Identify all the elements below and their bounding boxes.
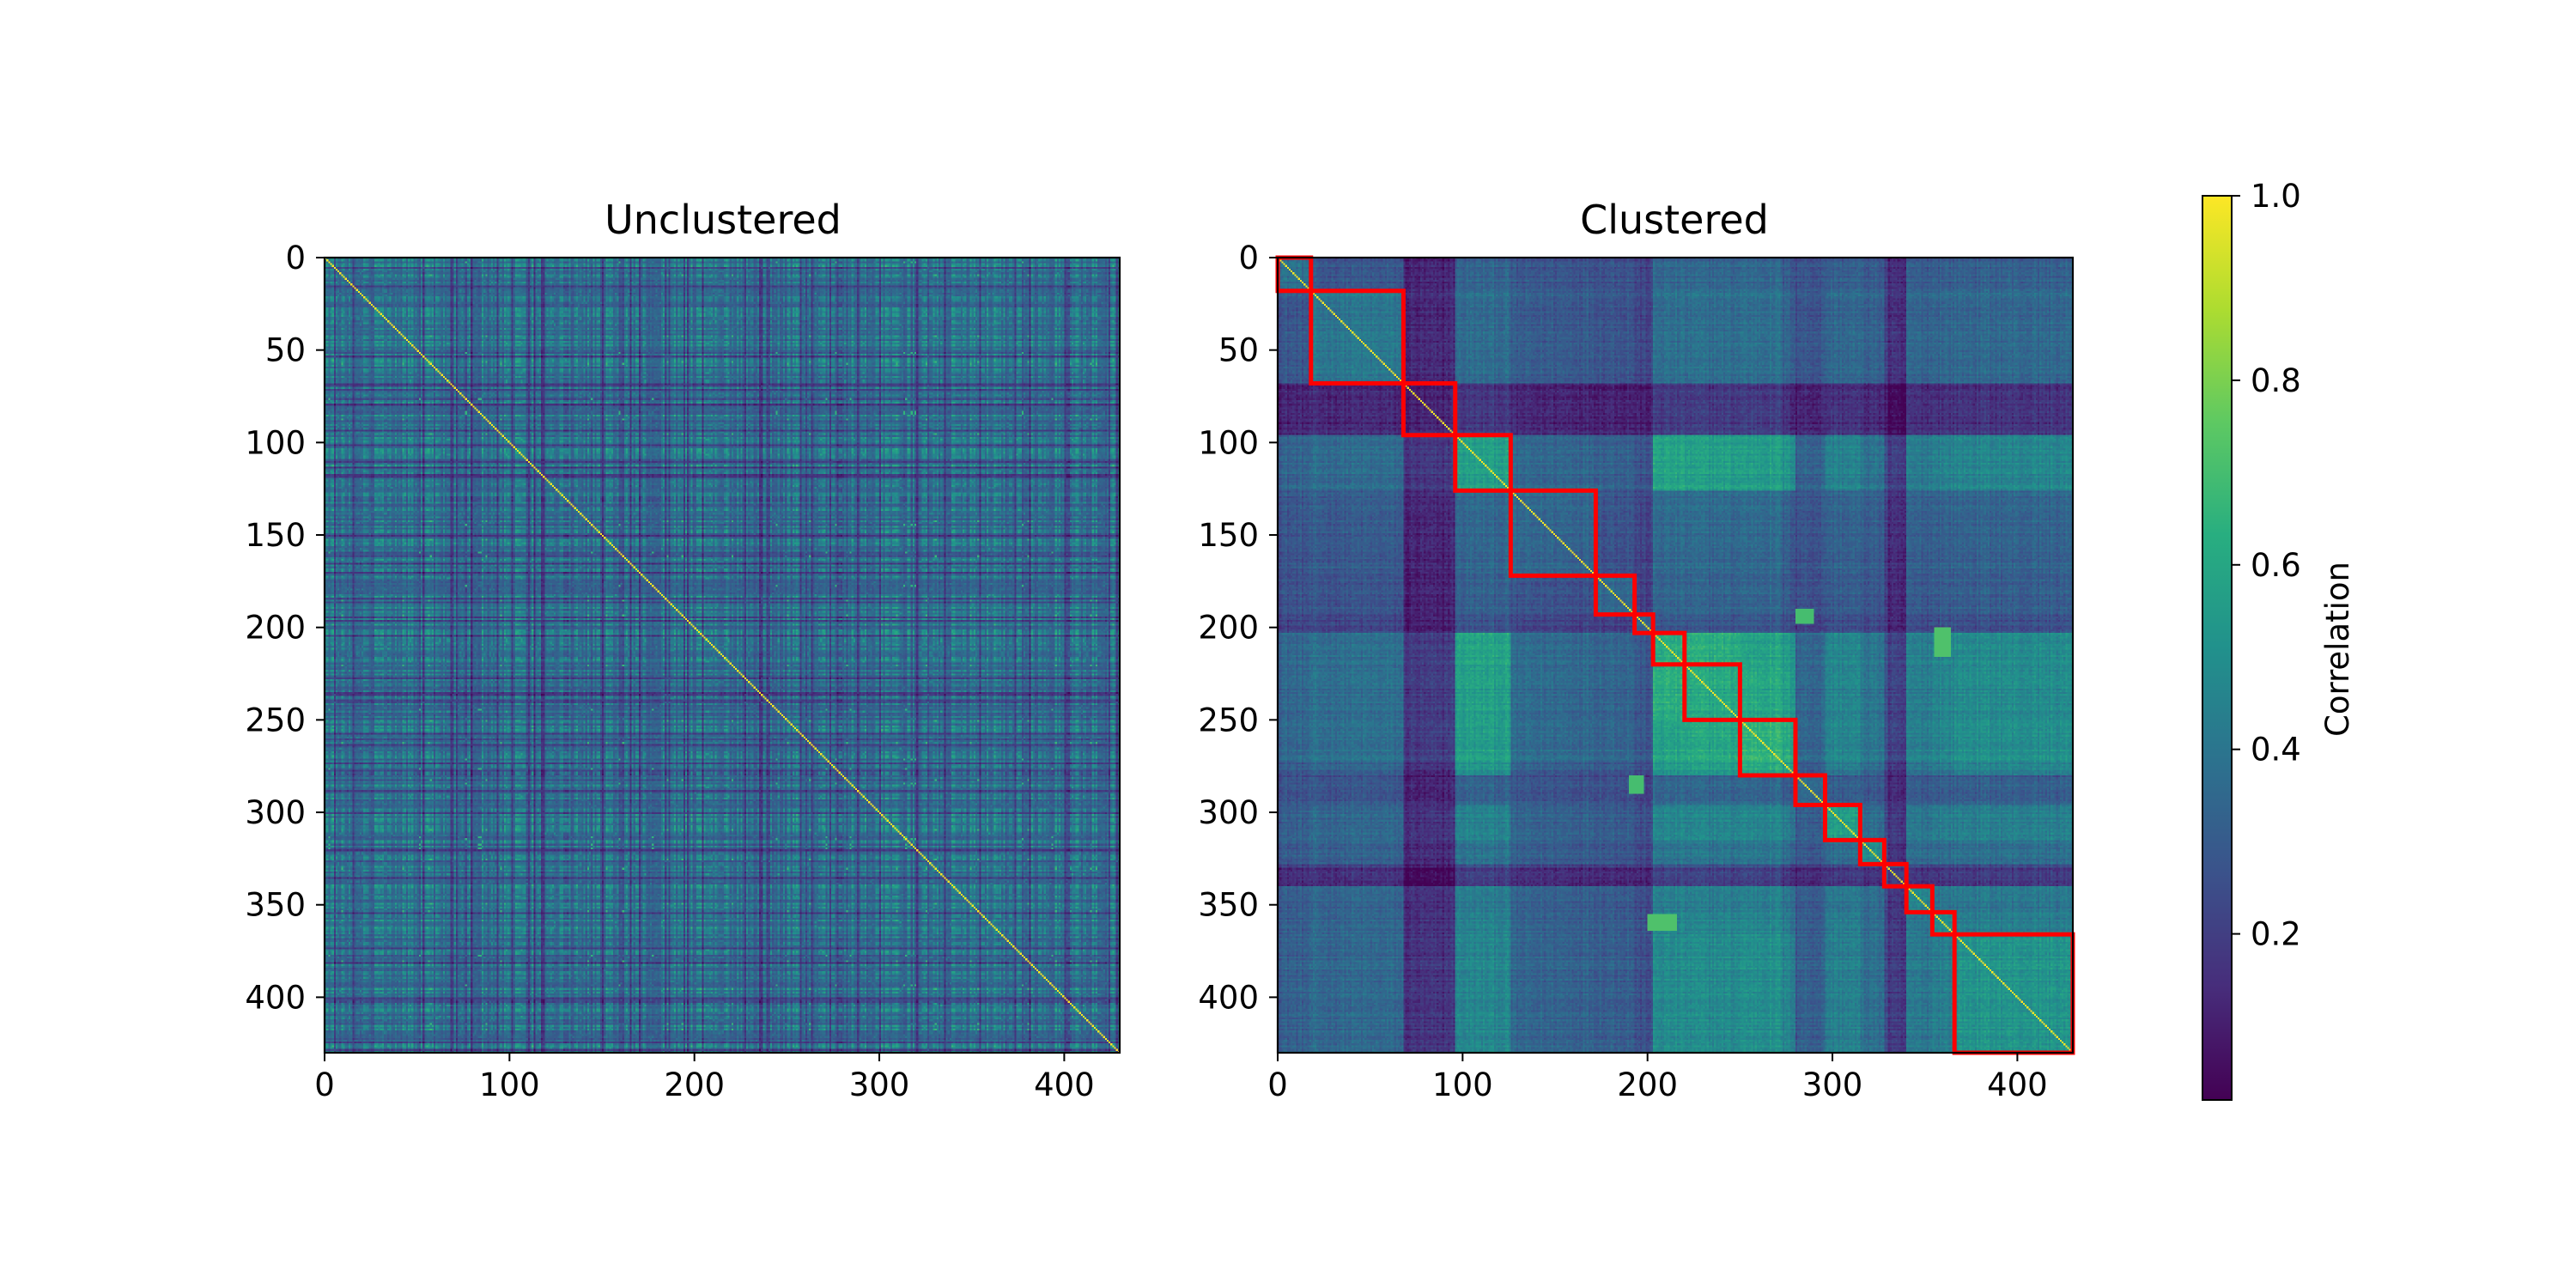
y-tick-label: 150 [1198,517,1259,554]
cluster-box [1793,773,1827,807]
cluster-box [1593,573,1637,617]
y-tick-label: 250 [1198,702,1259,738]
x-tick-label: 0 [314,1066,335,1103]
x-tick-label: 200 [1617,1066,1678,1103]
clustered-heatmap [1278,258,2073,1053]
colorbar-tick-label: 0.8 [2251,362,2301,399]
cluster-box [1508,488,1598,578]
cluster-box [1632,612,1656,635]
unclustered-plot-frame [323,256,1121,1054]
unclustered-title: Unclustered [605,197,841,243]
y-tick-label: 300 [245,794,306,831]
y-tick-label: 0 [1238,240,1259,276]
y-tick-label: 200 [245,610,306,647]
x-tick-label: 100 [1432,1066,1493,1103]
colorbar-tick-label: 0.6 [2251,547,2301,584]
y-tick-label: 50 [265,332,306,369]
cluster-box [1650,630,1687,667]
cluster-box [1904,884,1935,914]
y-tick-label: 200 [1198,610,1259,647]
cluster-box [1857,837,1886,866]
cluster-box [1822,802,1862,842]
clustered-panel: Clustered 0 100 200 300 400 0 50 100 150 200 250 30… [1198,197,2075,1103]
unclustered-axis-ticks: 0 100 200 300 400 0 50 100 150 200 250 300 350 400 [245,240,1094,1103]
unclustered-heatmap [325,258,1120,1053]
y-tick-label: 0 [285,240,306,276]
clustered-heatmap-container [1278,258,2073,1053]
y-tick-label: 350 [245,887,306,924]
clustered-plot-frame [1276,256,2075,1054]
y-tick-label: 50 [1218,332,1259,369]
cluster-box [1737,717,1798,778]
cluster-box [1881,861,1909,889]
cluster-box [1682,662,1742,722]
y-tick-label: 400 [245,979,306,1016]
unclustered-heatmap-container [325,258,1120,1053]
cluster-box [1400,380,1458,438]
x-tick-label: 400 [1987,1066,2048,1103]
colorbar-ticks: 0.2 0.4 0.6 0.8 1.0 [2232,178,2301,953]
y-tick-label: 350 [1198,887,1259,924]
colorbar-gradient [2202,195,2233,1101]
x-tick-label: 200 [664,1066,725,1103]
x-tick-label: 400 [1034,1066,1095,1103]
y-tick-label: 300 [1198,794,1259,831]
colorbar-tick-label: 0.4 [2251,732,2301,769]
cluster-boxes [1275,255,2075,1055]
x-tick-label: 100 [479,1066,540,1103]
y-tick-label: 250 [245,702,306,738]
colorbar: 0.2 0.4 0.6 0.8 1.0 Correlation [2202,178,2356,1101]
x-tick-label: 0 [1267,1066,1288,1103]
y-tick-label: 150 [245,517,306,554]
unclustered-panel: Unclustered 0 100 200 300 400 0 50 100 150 200 250… [245,197,1121,1103]
colorbar-tick-label: 1.0 [2251,178,2301,215]
cluster-box [1929,909,1957,937]
cluster-box [1453,433,1513,493]
x-tick-label: 300 [1802,1066,1863,1103]
y-tick-label: 100 [1198,424,1259,461]
y-tick-label: 400 [1198,979,1259,1016]
x-tick-label: 300 [849,1066,910,1103]
cluster-box [1309,289,1406,386]
clustered-axis-ticks: 0 100 200 300 400 0 50 100 150 200 250 300 350 400 [1198,240,2047,1103]
y-tick-label: 100 [245,424,306,461]
clustered-title: Clustered [1580,197,1769,243]
colorbar-tick-label: 0.2 [2251,916,2301,953]
colorbar-label: Correlation [2319,562,2356,737]
